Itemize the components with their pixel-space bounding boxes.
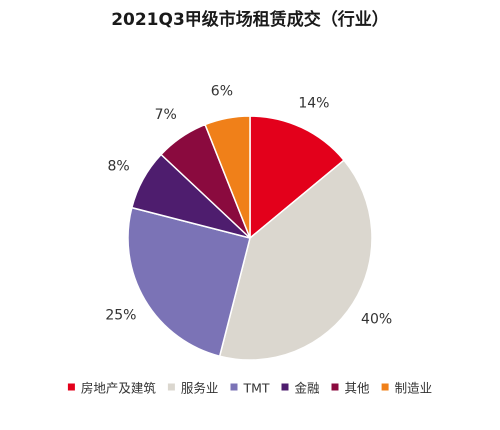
legend-label-1: 房地产及建筑 xyxy=(81,381,157,396)
legend-swatch-5 xyxy=(331,383,339,391)
slice-label-2: 40% xyxy=(361,311,392,327)
legend-swatch-2 xyxy=(167,383,175,391)
pie-slices xyxy=(127,115,373,361)
chart-title: 2021Q3甲级市场租赁成交（行业） xyxy=(111,9,389,30)
legend-label-4: 金融 xyxy=(295,381,321,396)
pie-slice-3 xyxy=(127,206,251,358)
slice-label-4: 8% xyxy=(107,159,129,175)
slice-label-6: 6% xyxy=(211,84,233,100)
slice-labels: 14% 40% 25% 8% 7% 6% xyxy=(105,84,392,328)
legend-swatch-1 xyxy=(67,383,75,391)
legend-item-5: 其他 xyxy=(331,381,371,396)
pie-slice-6 xyxy=(204,115,251,239)
legend-item-6: 制造业 xyxy=(381,381,433,396)
legend-swatch-3 xyxy=(230,383,238,391)
legend-swatch-4 xyxy=(281,383,289,391)
legend-item-4: 金融 xyxy=(281,381,321,396)
slice-label-1: 14% xyxy=(298,95,329,111)
slice-label-3: 25% xyxy=(105,307,136,323)
pie-slice-1 xyxy=(249,115,346,240)
legend-item-3: TMT xyxy=(230,381,270,396)
slice-label-5: 7% xyxy=(155,107,177,123)
legend: 房地产及建筑 服务业 TMT 金融 其他 制造业 xyxy=(67,381,433,396)
legend-label-5: 其他 xyxy=(345,381,371,396)
legend-label-2: 服务业 xyxy=(181,381,219,396)
legend-label-6: 制造业 xyxy=(395,381,433,396)
legend-item-1: 房地产及建筑 xyxy=(67,381,157,396)
legend-item-2: 服务业 xyxy=(167,381,219,396)
legend-swatch-6 xyxy=(381,383,389,391)
pie-slice-2 xyxy=(218,159,373,361)
legend-label-3: TMT xyxy=(243,381,270,396)
